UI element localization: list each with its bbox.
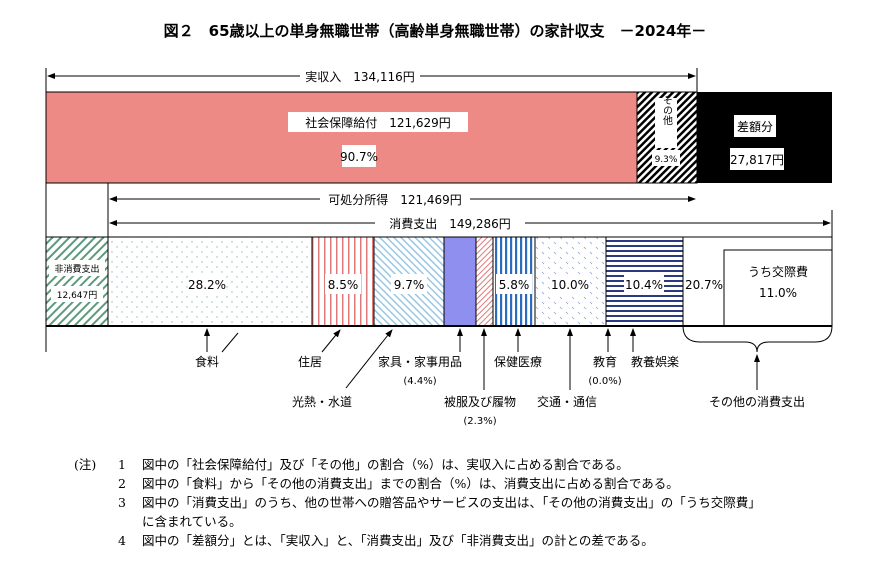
food-label: 食料 — [195, 354, 219, 369]
notes: (注) 1 図中の「社会保障給付」及び「その他」の割合（%）は、実収入に占める割合で… — [74, 455, 761, 550]
utilities-pct: 9.7% — [394, 278, 425, 292]
other-income-pct: 9.3% — [655, 155, 678, 165]
disposable-arrow: 可処分所得 121,469円 — [109, 192, 696, 207]
note-number: 1 — [118, 457, 126, 472]
other-consumption-brace — [682, 325, 833, 353]
social-security-pct: 90.7% — [340, 150, 378, 164]
note-text: 図中の「差額分」とは、「実収入」と、「消費支出」及び「非消費支出」の計との差であ… — [142, 533, 654, 548]
education-pct: (0.0%) — [588, 376, 621, 387]
social-expense-pct: 11.0% — [759, 286, 797, 300]
clothing-label: 被服及び履物 — [444, 395, 516, 409]
housing-label: 住居 — [298, 355, 322, 369]
culture-pct: 10.4% — [625, 278, 663, 292]
social-expense-label: うち交際費 — [748, 264, 808, 279]
clothing-pct: (2.3%) — [463, 416, 496, 427]
medical-label: 保健医療 — [494, 355, 542, 369]
note-number: 3 — [118, 495, 126, 510]
note-text: 図中の「消費支出」のうち、他の世帯への贈答品やサービスの支出は、「その他の消費支… — [142, 495, 761, 510]
note-text: 図中の「社会保障給付」及び「その他」の割合（%）は、実収入に占める割合である。 — [142, 457, 629, 472]
consumption-total-label: 消費支出 149,286円 — [389, 216, 511, 231]
transport-pct: 10.0% — [551, 278, 589, 292]
social-expense-box — [723, 249, 833, 327]
education-label: 教育 — [593, 354, 617, 369]
social-security-bar — [45, 91, 638, 184]
medical-pct: 5.8% — [499, 278, 530, 292]
note-number: 2 — [118, 476, 126, 491]
consumption-arrow: 消費支出 149,286円 — [109, 216, 831, 231]
furniture-label: 家具・家事用品 — [378, 354, 462, 369]
housing-pct: 8.5% — [328, 278, 359, 292]
income-arrow: 実収入 134,116円 — [45, 68, 698, 100]
utilities-label: 光熱・水道 — [292, 395, 352, 409]
non-consumption-label: 非消費支出 — [54, 263, 99, 275]
deficit-value: 27,817円 — [730, 153, 784, 167]
chart-title: 図２ 65歳以上の単身無職世帯（高齢単身無職世帯）の家計収支 －2024年－ — [163, 22, 707, 40]
clothing-bar — [475, 236, 494, 327]
other-consumption-label: その他の消費支出 — [709, 394, 805, 409]
disposable-label: 可処分所得 121,469円 — [328, 192, 462, 207]
furniture-bar — [443, 236, 477, 327]
other-income-label: その他 — [661, 95, 673, 126]
non-consumption-bar — [45, 236, 109, 327]
culture-label: 教養娯楽 — [631, 354, 679, 369]
social-security-label: 社会保障給付 121,629円 — [305, 115, 451, 130]
food-pct: 28.2% — [188, 278, 226, 292]
transport-label: 交通・通信 — [537, 394, 597, 409]
income-total-label: 実収入 134,116円 — [305, 69, 415, 84]
note-number: 4 — [118, 533, 126, 548]
note-text-continued: に含まれている。 — [142, 514, 242, 529]
notes-header: (注) — [74, 457, 97, 472]
non-consumption-value: 12,647円 — [57, 290, 98, 301]
note-text: 図中の「食料」から「その他の消費支出」までの割合（%）は、消費支出に占める割合で… — [142, 476, 679, 491]
furniture-pct: (4.4%) — [403, 376, 436, 387]
deficit-label: 差額分 — [737, 120, 773, 134]
other-consumption-pct: 20.7% — [685, 278, 723, 292]
